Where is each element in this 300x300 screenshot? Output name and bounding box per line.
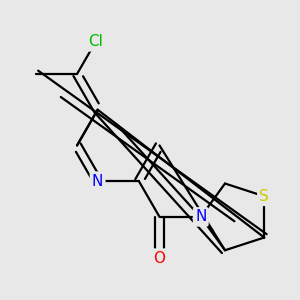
Text: O: O xyxy=(154,250,166,266)
Text: N: N xyxy=(195,209,206,224)
Text: N: N xyxy=(92,174,103,189)
Text: Cl: Cl xyxy=(88,34,103,50)
Text: S: S xyxy=(260,189,269,204)
